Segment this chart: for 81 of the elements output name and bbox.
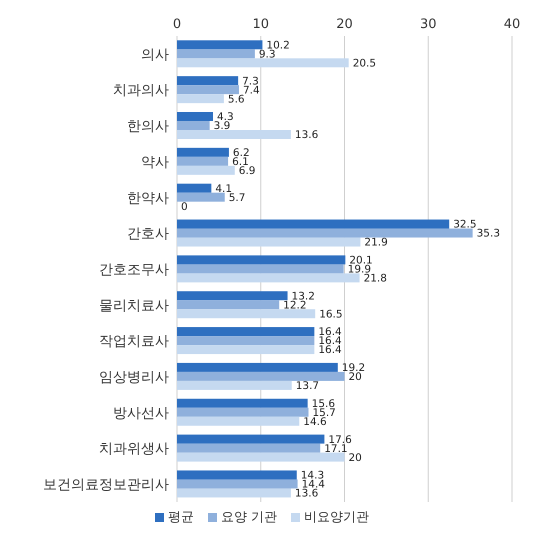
data-label: 21.9: [364, 236, 388, 249]
bar: [177, 273, 360, 282]
bar: [177, 416, 300, 426]
bar: [177, 49, 255, 58]
legend-label: 요양 기관: [220, 509, 278, 526]
y-tick-label: 간호사: [127, 226, 169, 242]
data-label: 21.8: [364, 272, 387, 285]
y-tick-label: 치과의사: [113, 82, 169, 99]
x-tick-label: 10: [252, 17, 270, 32]
bar: [177, 408, 308, 417]
data-label: 14.6: [303, 416, 327, 428]
x-tick-label: 20: [336, 17, 353, 32]
y-tick-label: 한의사: [127, 118, 169, 135]
data-label: 17.1: [324, 442, 348, 455]
data-label: 20: [348, 452, 362, 464]
legend-label: 평균: [168, 509, 194, 526]
y-tick-label: 간호조무사: [99, 262, 169, 278]
legend-label: 비요양기관: [304, 509, 370, 526]
bar: [177, 309, 316, 318]
bar: [177, 58, 349, 68]
bar: [177, 398, 308, 408]
bar: [177, 85, 239, 94]
bar: [177, 264, 344, 274]
bar: [177, 130, 291, 139]
data-label: 3.9: [214, 120, 230, 132]
bar: [177, 220, 450, 229]
bar: [177, 76, 238, 86]
bar: [177, 112, 214, 121]
y-tick-label: 작업치료사: [99, 334, 169, 350]
bar: [177, 434, 324, 444]
data-label: 20.5: [352, 57, 376, 70]
bar: [177, 327, 314, 336]
bar: [177, 291, 288, 300]
bar: [177, 345, 314, 354]
bar: [177, 362, 338, 372]
bar: [177, 470, 297, 480]
bar: [177, 148, 229, 157]
data-label: 16.5: [319, 308, 343, 320]
data-label: 13.7: [296, 380, 320, 392]
bar: [177, 380, 292, 390]
x-tick-label: 0: [172, 17, 182, 32]
y-tick-label: 보건의료정보관리사: [43, 477, 169, 494]
y-tick-label: 의사: [141, 46, 169, 63]
data-label: 5.7: [228, 192, 246, 204]
y-tick-label: 방사선사: [113, 405, 169, 422]
data-label: 35.3: [476, 228, 500, 240]
bar: [177, 192, 225, 202]
data-label: 12.2: [283, 299, 307, 312]
bar: [177, 488, 291, 498]
bar: [177, 156, 228, 166]
bar: [177, 40, 262, 50]
data-label: 16.4: [318, 344, 342, 356]
bar: [177, 452, 344, 462]
y-tick-label: 임상병리사: [99, 370, 169, 386]
data-label: 13.6: [294, 488, 319, 500]
bar: [177, 166, 235, 175]
bar: [177, 336, 314, 346]
data-label: 13.6: [294, 129, 319, 142]
data-label: 20: [348, 371, 362, 384]
bar: [177, 94, 224, 104]
x-tick-label: 30: [420, 17, 437, 32]
bar: [177, 184, 212, 193]
data-label: 7.4: [242, 84, 260, 96]
data-label: 9.3: [258, 48, 276, 60]
data-label: 5.6: [228, 93, 245, 106]
y-tick-label: 물리치료사: [99, 298, 169, 314]
y-tick-label: 치과위생사: [99, 441, 169, 458]
data-label: 0: [181, 200, 188, 213]
bar: [177, 300, 280, 310]
x-tick-label: 40: [504, 17, 520, 32]
bar: [177, 479, 298, 488]
y-tick-label: 한약사: [127, 190, 169, 206]
bar: [177, 228, 473, 238]
data-label: 6.9: [238, 165, 256, 178]
bar: [177, 238, 360, 247]
bar: [177, 372, 344, 381]
data-label: 32.5: [453, 218, 477, 231]
bar: [177, 444, 320, 453]
bar: [177, 120, 210, 130]
y-tick-label: 약사: [141, 154, 169, 170]
bar: [177, 255, 346, 264]
